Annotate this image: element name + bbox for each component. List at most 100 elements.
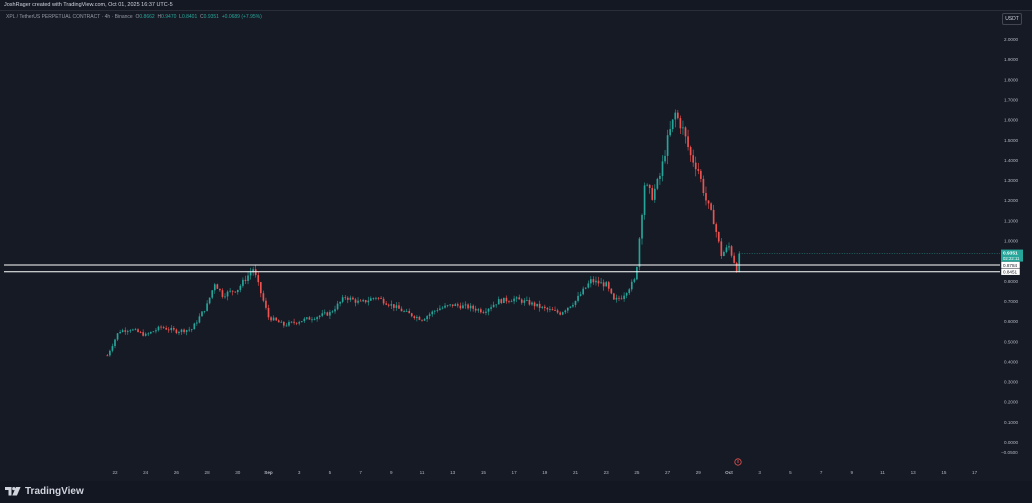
candle-body <box>155 330 157 332</box>
candle-body <box>157 326 160 331</box>
candle-body <box>201 311 203 317</box>
low-value: 0.8401 <box>181 14 198 20</box>
chart-area[interactable] <box>0 11 1032 481</box>
candle-body <box>646 184 648 186</box>
currency-label: USDT <box>1005 16 1019 22</box>
candle-body <box>385 303 388 305</box>
candle-body <box>277 320 280 323</box>
candle-body <box>738 253 741 272</box>
candle-body <box>162 327 165 329</box>
brand-name: TradingView <box>25 486 84 497</box>
candle-body <box>413 316 416 319</box>
candle-body <box>295 322 298 324</box>
candle-body <box>559 312 561 315</box>
candle-body <box>454 304 457 307</box>
candle-body <box>482 312 485 314</box>
x-tick-label: 7 <box>359 470 362 475</box>
candle-body <box>175 329 178 334</box>
candle-body <box>185 330 188 333</box>
last-price-tag <box>1001 249 1023 262</box>
candle-body <box>735 262 738 272</box>
candle-body <box>106 355 109 357</box>
y-tick-label: 0.8000 <box>1004 279 1018 284</box>
candle-body <box>203 310 206 312</box>
candle-body <box>354 299 357 303</box>
y-tick-label: 0.7000 <box>1004 299 1018 304</box>
candle-body <box>566 307 569 311</box>
candle-body <box>441 307 444 309</box>
y-tick-label: 2.0000 <box>1004 37 1018 42</box>
candle-body <box>648 184 651 189</box>
candle-body <box>316 317 318 320</box>
x-tick-label: 13 <box>911 470 917 475</box>
candle-body <box>244 279 247 281</box>
candle-body <box>308 317 311 320</box>
candle-body <box>408 311 411 314</box>
y-tick-label: 1.7000 <box>1004 97 1018 102</box>
y-tick-label: 1.2000 <box>1004 198 1018 203</box>
candle-body <box>503 297 505 303</box>
currency-button[interactable]: USDT <box>1002 13 1022 25</box>
candle-body <box>623 295 625 299</box>
candle-body <box>717 231 720 242</box>
candle-body <box>375 297 377 299</box>
candle-body <box>270 317 272 321</box>
candle-body <box>208 297 211 304</box>
candle-body <box>416 316 418 319</box>
candle-body <box>119 331 121 334</box>
close-label: C <box>200 14 204 20</box>
candle-body <box>313 319 316 320</box>
candle-body <box>531 302 533 305</box>
x-tick-label: 27 <box>665 470 671 475</box>
candle-body <box>206 303 208 311</box>
footer-bar <box>0 481 1032 503</box>
y-tick-label: 1.6000 <box>1004 118 1018 123</box>
candle-body <box>462 305 464 309</box>
candle-body <box>638 238 641 268</box>
x-tick-label: 3 <box>758 470 761 475</box>
brand-logo[interactable]: TradingView <box>5 486 84 497</box>
candle-body <box>124 330 127 332</box>
x-tick-label: 9 <box>851 470 854 475</box>
candle-body <box>193 323 196 330</box>
candle-body <box>613 293 615 300</box>
y-tick-label: 1.8000 <box>1004 77 1018 82</box>
candle-body <box>500 299 503 303</box>
candle-body <box>418 316 421 320</box>
candle-body <box>582 288 585 295</box>
x-tick-label: 5 <box>329 470 332 475</box>
candle-body <box>272 317 275 321</box>
candle-body <box>523 300 526 303</box>
candle-body <box>574 300 577 305</box>
candle-body <box>213 284 216 291</box>
candle-body <box>216 284 219 289</box>
candle-body <box>410 313 413 317</box>
candle-body <box>643 185 646 215</box>
candle-body <box>705 193 707 201</box>
y-tick-label: 0.6000 <box>1004 319 1018 324</box>
x-tick-label: Oct <box>725 470 733 475</box>
candle-body <box>490 307 492 309</box>
candle-body <box>464 304 467 306</box>
candle-body <box>526 300 528 301</box>
candle-body <box>283 321 285 326</box>
low-label: L <box>179 14 182 20</box>
candle-body <box>403 311 405 312</box>
candle-body <box>321 313 324 316</box>
y-tick-label: 0.4000 <box>1004 359 1018 364</box>
candle-body <box>323 312 326 314</box>
candle-body <box>684 127 687 137</box>
candle-body <box>600 282 602 284</box>
candle-body <box>477 309 480 311</box>
candle-body <box>188 329 191 331</box>
x-tick-label: 24 <box>143 470 149 475</box>
candle-body <box>267 307 270 318</box>
candle-body <box>664 155 666 162</box>
candle-body <box>259 282 262 294</box>
candle-body <box>628 289 631 294</box>
candle-body <box>641 214 643 239</box>
candle-body <box>700 170 702 179</box>
candle-body <box>393 304 395 308</box>
candle-body <box>224 296 226 298</box>
